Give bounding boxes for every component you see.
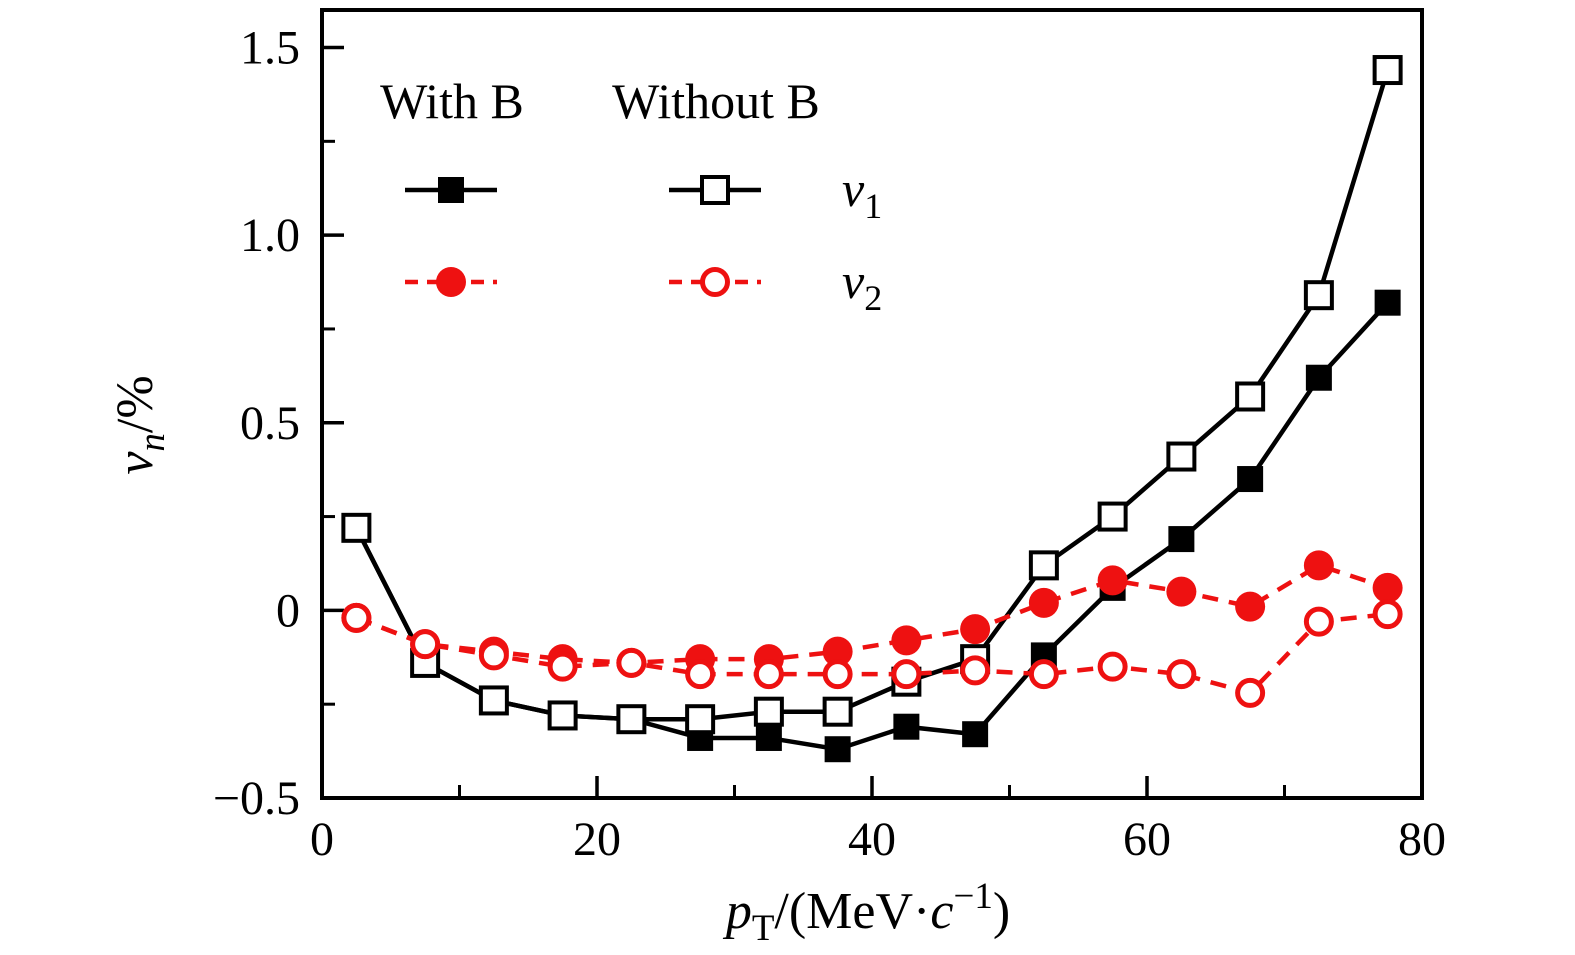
y-tick-label: 0 (276, 584, 300, 637)
data-point-circle-open (1166, 659, 1197, 690)
data-point-circle-filled (1097, 565, 1128, 596)
data-point-circle-filled (822, 636, 853, 667)
y-tick-label: −0.5 (213, 772, 300, 825)
data-point-square-filled (1237, 466, 1264, 493)
data-point-square-open (1028, 550, 1059, 581)
data-point-circle-open (410, 629, 441, 660)
data-point-circle-open (1097, 651, 1128, 682)
data-point-circle-open (960, 655, 991, 686)
series-line-0 (354, 301, 1390, 752)
data-point-circle-open (753, 659, 784, 690)
y-tick-label: 0.5 (240, 397, 300, 450)
series-line-1 (354, 69, 1390, 722)
data-point-square-open (1303, 280, 1334, 311)
data-point-square-filled (1305, 364, 1332, 391)
legend-row-label: v1 (842, 161, 882, 226)
data-point-square-open (1372, 55, 1403, 86)
data-point-circle-open (700, 267, 730, 297)
data-point-circle-open (616, 647, 647, 678)
data-point-circle-filled (891, 625, 922, 656)
data-point-square-open (1235, 381, 1266, 412)
data-point-square-open (822, 696, 853, 727)
y-tick-label: 1.5 (240, 22, 300, 75)
x-tick-label: 40 (848, 813, 896, 866)
data-point-square-open (1166, 441, 1197, 472)
series-line-2 (355, 562, 1389, 666)
data-point-square-open (753, 696, 784, 727)
data-point-circle-filled (1303, 550, 1334, 581)
data-point-square-open (478, 685, 509, 716)
data-point-circle-filled (960, 614, 991, 645)
data-point-circle-filled (1372, 572, 1403, 603)
data-point-circle-open (1372, 599, 1403, 630)
data-point-circle-open (547, 651, 578, 682)
data-point-square-filled (824, 736, 851, 763)
data-point-square-open (341, 512, 372, 543)
data-point-square-open (1097, 501, 1128, 532)
data-point-square-open (547, 700, 578, 731)
x-axis-label: pT/(MeV·c−1) (722, 876, 1010, 949)
x-tick-label: 0 (310, 813, 334, 866)
x-tick-label: 60 (1123, 813, 1171, 866)
data-point-circle-filled (1166, 576, 1197, 607)
legend-row-label: v2 (842, 253, 882, 318)
data-point-square-filled (1374, 289, 1401, 316)
data-point-circle-open (891, 659, 922, 690)
data-point-circle-open (341, 602, 372, 633)
data-point-circle-filled (1235, 591, 1266, 622)
y-tick-label: 1.0 (240, 209, 300, 262)
data-point-circle-open (478, 640, 509, 671)
data-point-circle-filled (1028, 587, 1059, 618)
data-point-circle-open (1028, 659, 1059, 690)
data-point-square-open (685, 704, 716, 735)
legend-header: With B (380, 73, 524, 129)
x-tick-label: 80 (1398, 813, 1446, 866)
data-point-square-filled (893, 713, 920, 740)
data-point-circle-open (1303, 606, 1334, 637)
data-point-square-filled (1168, 526, 1195, 553)
data-point-circle-filled (436, 267, 466, 297)
data-point-square-filled (755, 724, 782, 751)
data-point-square-filled (438, 177, 464, 203)
data-point-circle-open (685, 659, 716, 690)
data-point-circle-open (822, 659, 853, 690)
data-point-square-open (616, 704, 647, 735)
x-tick-label: 20 (573, 813, 621, 866)
series-line-3 (355, 611, 1388, 696)
data-point-square-open (700, 175, 730, 205)
data-point-circle-open (1235, 677, 1266, 708)
data-point-square-filled (962, 721, 989, 748)
legend-header: Without B (612, 73, 820, 129)
y-axis-label: vn/% (107, 375, 173, 474)
